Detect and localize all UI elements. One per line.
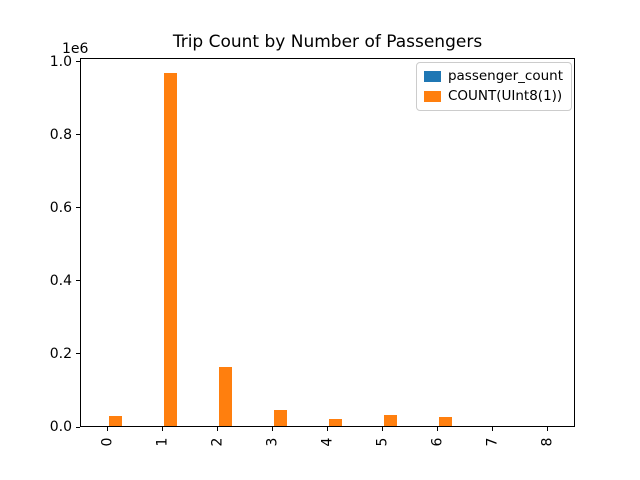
y-tick-mark [76, 207, 80, 209]
x-tick-mark [382, 427, 383, 431]
legend-label: COUNT(UInt8(1)) [447, 88, 563, 104]
chart-title: Trip Count by Number of Passengers [172, 32, 483, 52]
legend-swatch-orange [423, 91, 441, 102]
legend-swatch-blue [423, 71, 441, 82]
y-tick-mark [76, 353, 80, 355]
x-tick-label: 3 [264, 437, 281, 447]
x-tick-label: 2 [209, 437, 226, 447]
legend-item-passenger-count: passenger_count [423, 68, 563, 85]
y-tick-mark [76, 61, 80, 63]
x-tick-mark [272, 427, 273, 431]
y-tick-mark [76, 134, 80, 136]
y-tick-label: 0.0 [49, 419, 72, 435]
bar-COUNT(UInt8(1))-x2 [218, 367, 233, 426]
y-axis-offset-text: 1e6 [62, 41, 89, 57]
y-tick-label: 0.6 [49, 199, 72, 216]
y-tick-label: 0.4 [49, 272, 72, 289]
x-tick-mark [327, 427, 328, 431]
x-tick-label: 4 [319, 437, 336, 447]
x-tick-mark [162, 427, 163, 431]
x-tick-mark [107, 427, 108, 431]
x-tick-label: 0 [99, 437, 116, 447]
x-tick-mark [217, 427, 218, 431]
y-tick-label: 1.0 [49, 53, 72, 70]
x-tick-label: 1 [154, 437, 171, 447]
bar-COUNT(UInt8(1))-x4 [328, 419, 343, 426]
bar-COUNT(UInt8(1))-x0 [108, 416, 123, 426]
bar-COUNT(UInt8(1))-x1 [163, 73, 178, 426]
x-tick-label: 7 [484, 437, 501, 447]
x-tick-mark [437, 427, 438, 431]
y-tick-label: 0.8 [49, 126, 72, 143]
plot-area: passenger_count COUNT(UInt8(1)) [80, 58, 575, 427]
bar-COUNT(UInt8(1))-x5 [383, 414, 398, 426]
x-tick-label: 8 [539, 437, 556, 447]
legend: passenger_count COUNT(UInt8(1)) [415, 62, 572, 111]
bar-COUNT(UInt8(1))-x3 [273, 409, 288, 426]
x-tick-mark [492, 427, 493, 431]
x-tick-label: 5 [374, 437, 391, 447]
y-tick-mark [76, 280, 80, 282]
x-tick-mark [547, 427, 548, 431]
legend-label: passenger_count [447, 68, 563, 84]
y-tick-mark [76, 426, 80, 428]
y-tick-label: 0.2 [49, 345, 72, 362]
x-tick-label: 6 [429, 437, 446, 447]
legend-item-count: COUNT(UInt8(1)) [423, 88, 563, 105]
bar-COUNT(UInt8(1))-x6 [438, 416, 453, 426]
